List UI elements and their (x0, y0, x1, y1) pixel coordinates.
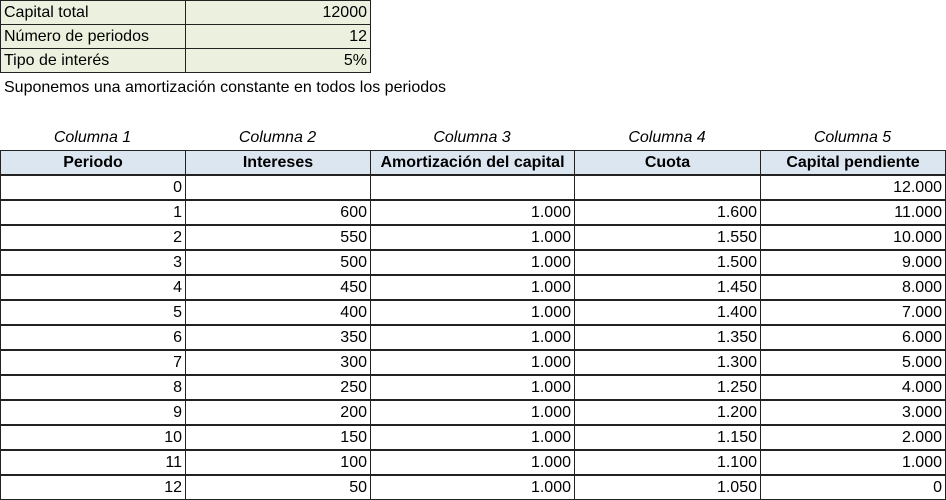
table-cell[interactable]: 100 (185, 450, 371, 475)
column-label: Columna 3 (433, 129, 511, 146)
column-header[interactable]: Periodo (0, 150, 186, 175)
table-cell[interactable]: 1.000 (370, 425, 575, 450)
table-cell[interactable]: 1.000 (370, 250, 575, 275)
table-cell[interactable]: 500 (185, 250, 371, 275)
table-cell[interactable]: 1.000 (370, 275, 575, 300)
table-cell[interactable]: 1.250 (574, 375, 761, 400)
table-cell[interactable]: 250 (185, 375, 371, 400)
column-label: Columna 1 (53, 129, 132, 146)
table-cell[interactable]: 1.400 (574, 300, 761, 325)
table-cell[interactable]: 8 (0, 375, 186, 400)
table-cell[interactable]: 9 (0, 400, 186, 425)
table-cell[interactable]: 400 (185, 300, 371, 325)
table-cell[interactable]: 200 (185, 400, 371, 425)
table-cell[interactable]: 1.000 (370, 450, 575, 475)
table-cell[interactable]: 4.000 (760, 375, 946, 400)
table-cell[interactable]: 12.000 (760, 175, 946, 200)
column-label: Columna 2 (238, 129, 317, 146)
table-cell[interactable]: 0 (0, 175, 186, 200)
param-label: Número de periodos (0, 24, 186, 49)
table-cell[interactable]: 1.000 (370, 300, 575, 325)
table-cell[interactable] (185, 175, 371, 200)
param-label: Tipo de interés (0, 48, 186, 73)
table-cell[interactable]: 1.000 (370, 325, 575, 350)
table-cell[interactable]: 150 (185, 425, 371, 450)
table-cell[interactable]: 1.000 (370, 400, 575, 425)
table-cell[interactable]: 1.000 (760, 450, 946, 475)
table-cell[interactable]: 1.150 (574, 425, 761, 450)
table-cell[interactable]: 1.100 (574, 450, 761, 475)
table-cell[interactable]: 5.000 (760, 350, 946, 375)
table-cell[interactable]: 0 (760, 475, 946, 500)
table-cell[interactable]: 4 (0, 275, 186, 300)
table-cell[interactable]: 12 (0, 475, 186, 500)
table-cell[interactable]: 5 (0, 300, 186, 325)
table-cell[interactable]: 6 (0, 325, 186, 350)
column-header[interactable]: Amortización del capital (370, 150, 575, 175)
table-cell[interactable] (370, 175, 575, 200)
table-cell[interactable]: 1.600 (574, 200, 761, 225)
table-cell[interactable]: 300 (185, 350, 371, 375)
note-text: Suponemos una amortización constante en … (4, 79, 447, 96)
table-cell[interactable]: 350 (185, 325, 371, 350)
table-cell[interactable]: 600 (185, 200, 371, 225)
table-cell[interactable]: 1 (0, 200, 186, 225)
table-cell[interactable]: 7 (0, 350, 186, 375)
table-cell[interactable]: 1.000 (370, 200, 575, 225)
table-cell[interactable]: 3 (0, 250, 186, 275)
table-cell[interactable]: 10 (0, 425, 186, 450)
param-value[interactable]: 5% (185, 48, 371, 73)
table-cell[interactable]: 1.450 (574, 275, 761, 300)
table-cell[interactable]: 10.000 (760, 225, 946, 250)
table-cell[interactable]: 9.000 (760, 250, 946, 275)
table-cell[interactable]: 50 (185, 475, 371, 500)
table-cell[interactable]: 1.550 (574, 225, 761, 250)
param-value[interactable]: 12000 (185, 0, 371, 25)
table-cell[interactable]: 450 (185, 275, 371, 300)
table-cell[interactable]: 550 (185, 225, 371, 250)
table-cell[interactable]: 1.200 (574, 400, 761, 425)
table-cell[interactable]: 1.350 (574, 325, 761, 350)
table-cell[interactable] (574, 175, 761, 200)
table-cell[interactable]: 1.300 (574, 350, 761, 375)
table-cell[interactable]: 2.000 (760, 425, 946, 450)
table-cell[interactable]: 1.000 (370, 375, 575, 400)
table-cell[interactable]: 1.000 (370, 475, 575, 500)
table-cell[interactable]: 6.000 (760, 325, 946, 350)
column-header[interactable]: Cuota (574, 150, 761, 175)
column-label: Columna 4 (628, 129, 706, 146)
table-cell[interactable]: 1.000 (370, 350, 575, 375)
column-header[interactable]: Capital pendiente (760, 150, 946, 175)
table-cell[interactable]: 7.000 (760, 300, 946, 325)
table-cell[interactable]: 2 (0, 225, 186, 250)
param-value[interactable]: 12 (185, 24, 371, 49)
column-header[interactable]: Intereses (185, 150, 371, 175)
table-cell[interactable]: 1.000 (370, 225, 575, 250)
table-cell[interactable]: 1.050 (574, 475, 761, 500)
table-cell[interactable]: 11.000 (760, 200, 946, 225)
column-label: Columna 5 (813, 129, 892, 146)
param-label: Capital total (0, 0, 186, 25)
table-cell[interactable]: 1.500 (574, 250, 761, 275)
table-cell[interactable]: 11 (0, 450, 186, 475)
table-cell[interactable]: 3.000 (760, 400, 946, 425)
table-cell[interactable]: 8.000 (760, 275, 946, 300)
